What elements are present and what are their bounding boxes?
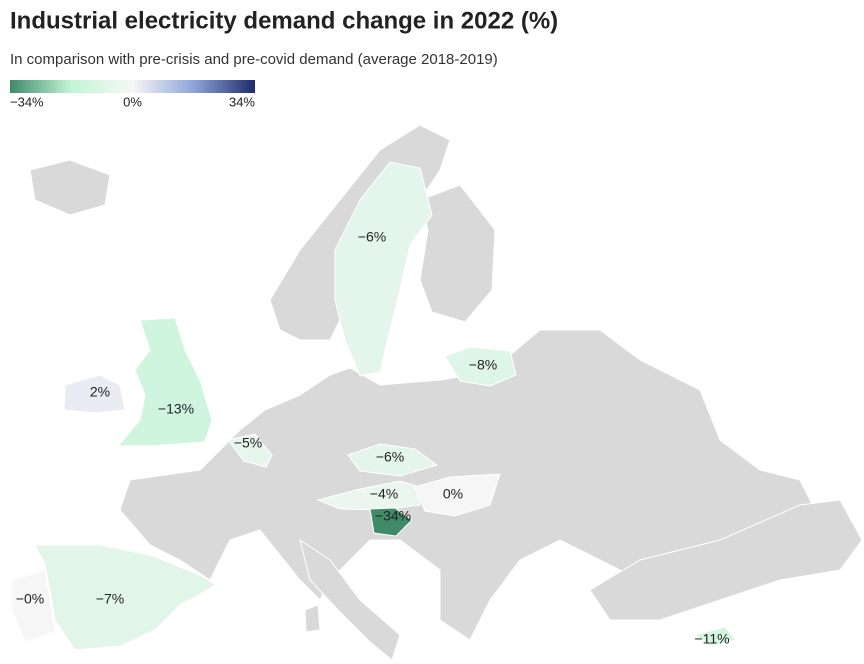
legend-bar [10, 80, 255, 93]
region [116, 317, 213, 447]
region [227, 433, 273, 468]
region-label: −34% [375, 508, 411, 524]
legend-label: 0% [123, 94, 142, 109]
title: Industrial electricity demand change in … [10, 7, 558, 34]
region [347, 443, 439, 477]
region-label: −11% [694, 631, 729, 647]
region [63, 374, 126, 414]
region [369, 507, 413, 537]
regions: −6% −8% 2% −13% −5% −6% −4% 0% −34% −7% −0% −11% [11, 161, 737, 651]
region-label: −0% [16, 591, 44, 607]
land [419, 184, 496, 323]
legend-label: −34% [10, 94, 44, 109]
land [29, 159, 111, 216]
region-label: −7% [96, 591, 124, 607]
region [444, 346, 517, 387]
region-label: −5% [234, 435, 262, 451]
region-label: −13% [158, 401, 194, 417]
subtitle: In comparison with pre-crisis and pre-co… [10, 51, 498, 68]
region-label: −6% [358, 229, 386, 245]
legend-label: 34% [229, 94, 255, 109]
land [589, 499, 863, 621]
land [304, 604, 321, 633]
region [34, 544, 217, 651]
region [693, 626, 737, 647]
region-label: −4% [370, 486, 398, 502]
region [11, 569, 56, 643]
region [414, 473, 501, 517]
region-label: 0% [443, 486, 463, 502]
region-label: −8% [469, 357, 497, 373]
land [299, 538, 401, 661]
region-label: 2% [90, 384, 110, 400]
region-label: −6% [376, 449, 404, 465]
region [334, 161, 433, 377]
